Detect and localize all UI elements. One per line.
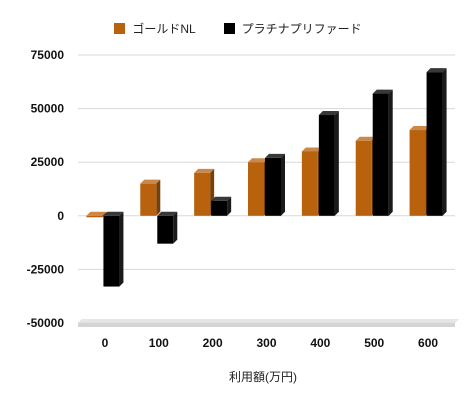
legend-label-platinum-preferred: プラチナプリファード [241, 22, 362, 36]
bar-side-platinum-preferred [173, 211, 178, 244]
y-tick-label: -50000 [27, 316, 65, 330]
bar-top-gold-nl [86, 211, 107, 216]
bar-top-platinum-preferred [426, 68, 447, 73]
bar-gold-nl [140, 183, 157, 216]
bar-gold-nl [409, 130, 426, 216]
y-tick-label: -25000 [27, 262, 65, 276]
bar-platinum-preferred [103, 215, 120, 287]
bar-side-platinum-preferred [334, 111, 339, 216]
x-axis-title: 利用額(万円) [229, 370, 297, 384]
bar-side-platinum-preferred [281, 153, 285, 216]
bar-platinum-preferred [318, 115, 335, 216]
bar-top-platinum-preferred [157, 211, 178, 216]
bar-top-platinum-preferred [265, 153, 285, 158]
legend-swatch-platinum-preferred [223, 23, 235, 34]
bar-platinum-preferred [211, 200, 228, 216]
bar-platinum-preferred [426, 72, 443, 216]
chart-floor [78, 319, 459, 323]
bar-platinum-preferred [157, 215, 174, 244]
y-tick-label: 50000 [31, 102, 65, 116]
x-tick-label: 300 [256, 336, 276, 350]
bar-gold-nl [301, 151, 318, 216]
legend-swatch-gold-nl [114, 23, 126, 34]
bar-gold-nl [86, 215, 103, 218]
bar-gold-nl [194, 172, 211, 216]
legend-item-gold-nl: ゴールドNL [114, 20, 196, 37]
bar-top-platinum-preferred [103, 211, 124, 216]
x-tick-label: 400 [310, 336, 330, 350]
bar-top-gold-nl [409, 126, 430, 131]
y-tick-label: 25000 [31, 155, 65, 169]
bar-platinum-preferred [372, 93, 389, 216]
bar-side-platinum-preferred [442, 68, 447, 216]
bar-side-platinum-preferred [227, 196, 232, 216]
bar-top-gold-nl [140, 179, 161, 184]
y-tick-label: 0 [57, 209, 64, 223]
x-tick-label: 600 [418, 336, 438, 350]
bar-top-gold-nl [248, 158, 268, 163]
y-tick-label: 75000 [31, 48, 65, 62]
bar-top-gold-nl [301, 147, 322, 152]
bar-side-platinum-preferred [388, 89, 393, 216]
bar-top-gold-nl [355, 136, 376, 141]
bar-top-platinum-preferred [372, 89, 393, 94]
x-tick-label: 100 [149, 336, 169, 350]
bar-platinum-preferred [265, 157, 281, 216]
chart-legend: ゴールドNL プラチナプリファード [0, 20, 476, 37]
x-tick-label: 0 [102, 336, 109, 350]
x-tick-label: 500 [364, 336, 384, 350]
x-tick-label: 200 [203, 336, 223, 350]
bar-top-platinum-preferred [318, 111, 339, 116]
bar-side-gold-nl [156, 179, 161, 216]
chart-floor-edge [78, 323, 455, 327]
bar-side-platinum-preferred [119, 211, 124, 287]
bar-top-gold-nl [194, 168, 215, 173]
bar-top-platinum-preferred [211, 196, 232, 201]
legend-item-platinum-preferred: プラチナプリファード [223, 20, 362, 37]
legend-label-gold-nl: ゴールドNL [132, 22, 196, 36]
bar-gold-nl [355, 140, 372, 216]
bar-gold-nl [248, 162, 264, 216]
